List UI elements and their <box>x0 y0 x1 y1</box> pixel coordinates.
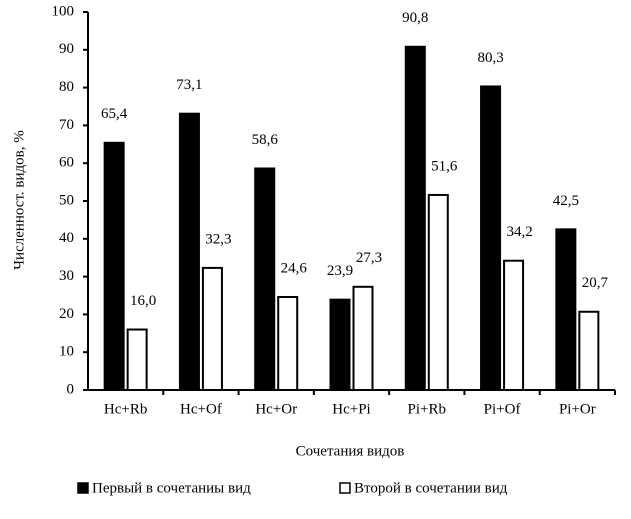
y-tick-label: 70 <box>59 117 74 133</box>
value-label: 27,3 <box>356 250 382 266</box>
value-label: 34,2 <box>506 224 532 240</box>
y-tick-label: 90 <box>59 41 74 57</box>
x-tick-label: Pi+Rb <box>408 401 446 417</box>
bar <box>126 328 148 391</box>
y-tick-label: 0 <box>67 381 75 397</box>
y-tick-label: 60 <box>59 155 74 171</box>
bar <box>578 310 600 391</box>
bar <box>404 45 426 391</box>
legend-swatch <box>339 482 351 494</box>
bar <box>201 266 223 392</box>
value-label: 65,4 <box>101 106 128 122</box>
value-label: 51,6 <box>431 158 458 174</box>
legend-swatch <box>77 482 89 494</box>
bar <box>555 228 577 391</box>
y-tick-label: 20 <box>59 306 74 322</box>
bar <box>103 141 125 391</box>
bar <box>254 167 276 391</box>
bar <box>427 193 449 391</box>
bar <box>277 296 299 391</box>
y-tick-label: 100 <box>52 3 75 19</box>
x-axis-label: Сочетания видов <box>296 443 405 459</box>
bar <box>178 112 200 391</box>
value-label: 90,8 <box>402 10 428 26</box>
x-tick-label: Hc+Of <box>180 401 222 417</box>
value-label: 23,9 <box>327 263 353 279</box>
x-tick-label: Hc+Or <box>255 401 297 417</box>
value-label: 80,3 <box>477 50 503 66</box>
y-tick-label: 30 <box>59 268 74 284</box>
x-tick-label: Hc+Rb <box>104 401 147 417</box>
legend-label: Второй в сочетании вид <box>354 480 508 496</box>
x-tick-label: Pi+Or <box>559 401 596 417</box>
y-tick-label: 10 <box>59 344 74 360</box>
bar <box>503 259 525 391</box>
x-tick-label: Hc+Pi <box>332 401 370 417</box>
value-label: 20,7 <box>582 275 609 291</box>
y-tick-label: 50 <box>59 192 74 208</box>
y-tick-label: 80 <box>59 79 74 95</box>
bar <box>329 298 351 391</box>
bar <box>480 85 502 391</box>
y-tick-label: 40 <box>59 230 74 246</box>
y-axis-label: Численност. видов, % <box>11 130 27 269</box>
value-label: 16,0 <box>130 293 156 309</box>
bar <box>352 285 374 391</box>
value-label: 42,5 <box>553 193 579 209</box>
value-label: 32,3 <box>205 231 231 247</box>
legend-label: Первый в сочетаниы вид <box>92 480 251 496</box>
x-tick-label: Pi+Of <box>484 401 521 417</box>
value-label: 24,6 <box>281 260 308 276</box>
value-label: 58,6 <box>252 132 279 148</box>
value-label: 73,1 <box>176 77 202 93</box>
